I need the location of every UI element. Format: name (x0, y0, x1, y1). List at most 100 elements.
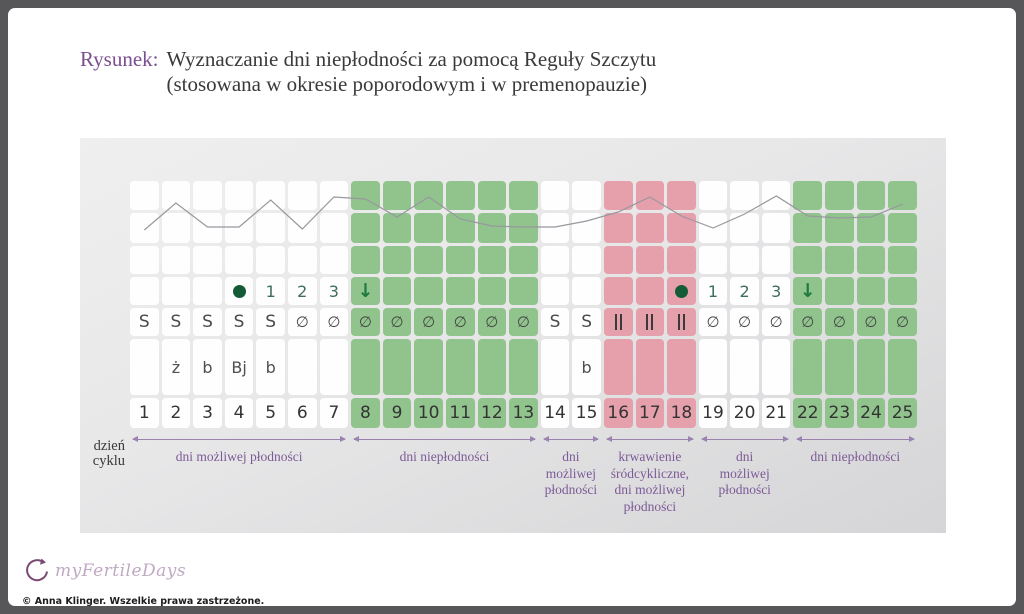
symbol-cell-day-6: ∅ (287, 308, 317, 336)
figure-title: Wyznaczanie dni niepłodności za pomocą R… (167, 47, 657, 97)
peak-cell-day-14 (540, 277, 570, 305)
symbol-cell-day-5: S (256, 308, 285, 336)
cycle-day-label-line1: dzień (93, 438, 125, 454)
peak-day-dot-icon (674, 284, 688, 298)
chart2-cell-day-24 (856, 213, 886, 243)
chart2-cell-day-15 (572, 213, 601, 243)
blank-cell-day-18 (667, 246, 696, 274)
letter-cell-day-17 (635, 339, 665, 395)
peak-cell-day-24 (856, 277, 886, 305)
blank-cell-day-11 (445, 246, 475, 274)
day-cell-day-15: 15 (572, 398, 601, 428)
peak-cell-day-22: ↓ (793, 277, 823, 305)
chart2-cell-day-8 (351, 213, 380, 243)
day-cell-day-11: 11 (445, 398, 475, 428)
peak-cell-day-12 (477, 277, 507, 305)
peak-cell-day-4 (224, 277, 254, 305)
letter-cell-day-19 (698, 339, 728, 395)
bleeding-double-bar-icon (646, 314, 654, 330)
day-cell-day-1: 1 (130, 398, 159, 428)
chart1-cell-day-19 (698, 181, 728, 210)
letter-cell-day-6 (287, 339, 317, 395)
peak-cell-day-21: 3 (761, 277, 791, 305)
letter-cell-day-3: b (193, 339, 222, 395)
peak-day-dot-icon (232, 284, 246, 298)
day-cell-day-24: 24 (856, 398, 886, 428)
chart1-cell-day-25 (888, 181, 917, 210)
blank-cell-day-10 (414, 246, 443, 274)
peak-cell-day-1 (130, 277, 159, 305)
chart2-cell-day-10 (414, 213, 443, 243)
symbol-cell-day-22: ∅ (793, 308, 823, 336)
figure-label: Rysunek: (80, 47, 159, 71)
chart2-cell-day-13 (509, 213, 538, 243)
chart2-cell-day-11 (445, 213, 475, 243)
chart1-cell-day-24 (856, 181, 886, 210)
day-cell-day-6: 6 (287, 398, 317, 428)
letter-cell-day-14 (540, 339, 570, 395)
blank-cell-day-16 (603, 246, 633, 274)
symbol-cell-day-24: ∅ (856, 308, 886, 336)
day-cell-day-20: 20 (730, 398, 759, 428)
peak-cell-day-19: 1 (698, 277, 728, 305)
blank-cell-day-2 (161, 246, 191, 274)
segment-arrow-line (542, 436, 600, 442)
segment-arrow-line (353, 436, 536, 442)
segment-label: dni niepłodności (810, 449, 901, 464)
letter-cell-day-16 (603, 339, 633, 395)
day-cell-day-23: 23 (825, 398, 854, 428)
peak-cell-day-17 (635, 277, 665, 305)
figure-page: Rysunek: Wyznaczanie dni niepłodności za… (8, 8, 1016, 606)
blank-cell-day-7 (319, 246, 349, 274)
segment-label: dni możliwej płodności (718, 449, 771, 497)
blank-cell-day-21 (761, 246, 791, 274)
segment-label: krwawienie śródcykliczne, dni możliwej p… (610, 449, 690, 514)
peak-cell-day-18 (667, 277, 696, 305)
chart2-cell-day-2 (161, 213, 191, 243)
blank-cell-day-20 (730, 246, 759, 274)
chart1-cell-day-4 (224, 181, 254, 210)
blank-cell-day-9 (382, 246, 412, 274)
chart2-cell-day-21 (761, 213, 791, 243)
chart2-cell-day-22 (793, 213, 823, 243)
symbol-cell-day-15: S (572, 308, 601, 336)
symbol-cell-day-8: ∅ (351, 308, 380, 336)
chart1-cell-day-14 (540, 181, 570, 210)
day-cell-day-14: 14 (540, 398, 570, 428)
day-cell-day-18: 18 (667, 398, 696, 428)
peak-cell-day-16 (603, 277, 633, 305)
day-cell-day-16: 16 (603, 398, 633, 428)
day-cell-day-21: 21 (761, 398, 791, 428)
peak-cell-day-13 (509, 277, 538, 305)
day-cell-day-9: 9 (382, 398, 412, 428)
chart1-cell-day-12 (477, 181, 507, 210)
day-cell-day-22: 22 (793, 398, 823, 428)
symbol-cell-day-3: S (193, 308, 222, 336)
chart1-cell-day-23 (825, 181, 854, 210)
day-cell-day-17: 17 (635, 398, 665, 428)
figure-title-line2: (stosowana w okresie poporodowym i w pre… (166, 72, 648, 96)
letter-cell-day-24 (856, 339, 886, 395)
day-cell-day-7: 7 (319, 398, 349, 428)
chart2-cell-day-23 (825, 213, 854, 243)
letter-cell-day-2: ż (161, 339, 191, 395)
symbol-cell-day-1: S (130, 308, 159, 336)
blank-cell-day-5 (256, 246, 285, 274)
chart2-cell-day-19 (698, 213, 728, 243)
symbol-cell-day-18 (667, 308, 696, 336)
chart1-cell-day-22 (793, 181, 823, 210)
blank-cell-day-22 (793, 246, 823, 274)
peak-cell-day-6: 2 (287, 277, 317, 305)
symbol-cell-day-11: ∅ (445, 308, 475, 336)
symbol-cell-day-12: ∅ (477, 308, 507, 336)
letter-cell-day-10 (414, 339, 443, 395)
blank-cell-day-24 (856, 246, 886, 274)
symbol-cell-day-14: S (540, 308, 570, 336)
cycle-day-axis-label: dzień cyklu (80, 439, 125, 469)
blank-cell-day-13 (509, 246, 538, 274)
chart1-cell-day-7 (319, 181, 349, 210)
peak-cell-day-20: 2 (730, 277, 759, 305)
copyright-text: © Anna Klinger. Wszelkie prawa zastrzeżo… (22, 596, 265, 606)
chart2-cell-day-5 (256, 213, 285, 243)
blank-cell-day-12 (477, 246, 507, 274)
